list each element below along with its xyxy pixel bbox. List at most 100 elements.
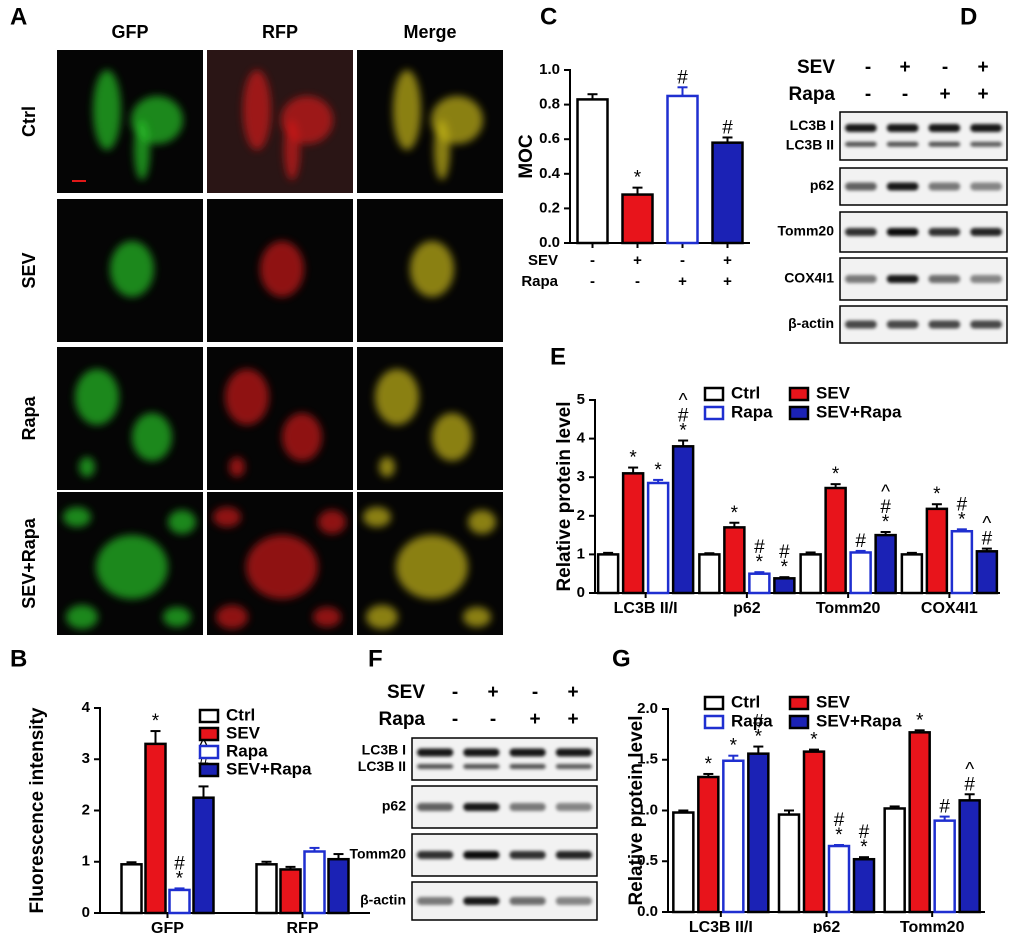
bar: [144, 742, 167, 915]
band: [555, 897, 592, 905]
significance-mark: *: [835, 825, 843, 846]
channel-label: Merge: [403, 22, 456, 42]
cells: [110, 241, 154, 297]
blot-label: LC3B I: [790, 117, 834, 133]
legend-swatch: [788, 405, 810, 421]
bar: [883, 807, 906, 914]
cells: [93, 70, 183, 180]
condition-sign: +: [529, 709, 540, 730]
significance-mark: *: [654, 460, 662, 481]
y-tick-label: 0.4: [539, 165, 561, 182]
bar: [192, 796, 215, 915]
band: [970, 275, 1002, 283]
significance-mark: *: [832, 464, 840, 485]
bar: [672, 811, 695, 914]
x-row-sign: +: [678, 273, 687, 290]
condition-label: Ctrl: [19, 106, 39, 137]
band: [417, 748, 454, 757]
band: [970, 320, 1002, 329]
significance-mark: *: [176, 868, 184, 889]
bar: [900, 553, 924, 595]
blot-label: LC3B II: [786, 136, 834, 152]
blot-label: Tomm20: [777, 223, 834, 239]
legend-label: SEV: [816, 692, 851, 711]
cell: [284, 120, 300, 180]
x-row-sign: +: [723, 252, 732, 269]
condition-sign: +: [487, 682, 498, 703]
legend-label: Ctrl: [226, 705, 255, 724]
band: [928, 141, 961, 147]
band: [555, 851, 592, 859]
band: [886, 275, 919, 283]
significance-mark: *: [152, 711, 160, 732]
legend-swatch: [703, 405, 725, 421]
micrograph: [57, 347, 203, 490]
blot-label: Tomm20: [349, 846, 406, 862]
band: [886, 320, 919, 329]
significance-mark: #: [855, 531, 866, 552]
band: [845, 141, 877, 147]
bar: [697, 775, 720, 914]
condition-sign: +: [567, 682, 578, 703]
significance-mark: *: [679, 421, 687, 442]
bar: [671, 445, 695, 595]
significance-mark: *: [634, 168, 642, 189]
cells: [393, 70, 483, 180]
band: [463, 764, 500, 770]
cell: [393, 70, 421, 150]
cell: [318, 510, 346, 534]
significance-mark: #: [939, 797, 950, 818]
significance-mark: *: [629, 448, 637, 469]
legend-swatch: [788, 386, 810, 402]
cell: [410, 241, 454, 297]
significance-mark: #: [957, 494, 968, 515]
blot-frame: [411, 737, 598, 781]
bar: [933, 819, 956, 914]
band: [509, 764, 546, 770]
band: [417, 897, 454, 905]
cell: [313, 607, 341, 627]
significance-mark: ^: [881, 482, 890, 503]
cell: [366, 605, 398, 629]
significance-mark: #: [753, 712, 764, 733]
cell: [110, 241, 154, 297]
significance-mark: #: [964, 774, 975, 795]
bar: [777, 813, 801, 914]
x-row-sign: -: [680, 252, 685, 269]
band: [970, 182, 1002, 191]
x-row-sign: -: [590, 252, 595, 269]
significance-mark: *: [958, 509, 966, 530]
y-tick-label: 0.6: [539, 130, 560, 147]
band: [886, 124, 919, 132]
band: [463, 851, 500, 859]
band: [509, 851, 546, 859]
band: [417, 803, 454, 811]
bar: [255, 863, 278, 915]
condition-sign: -: [452, 709, 458, 730]
channel-label: RFP: [262, 22, 298, 42]
bands: [417, 803, 592, 811]
cell: [468, 510, 496, 534]
band: [509, 897, 546, 905]
x-row-sign: -: [635, 273, 640, 290]
band: [845, 275, 877, 283]
y-axis-label: Fluorescence intensity: [27, 707, 48, 913]
bar: [958, 799, 981, 914]
x-tick-label: LC3B II/I: [689, 919, 753, 933]
cell: [243, 70, 271, 150]
cells: [410, 241, 454, 297]
condition-sign: -: [865, 84, 871, 105]
bar: [621, 472, 645, 595]
bar: [279, 868, 302, 915]
blot-frame: [839, 111, 1008, 161]
bar: [646, 481, 670, 595]
x-row-sign: +: [633, 252, 642, 269]
x-tick-label: Tomm20: [900, 919, 965, 933]
blot-label: p62: [810, 177, 834, 193]
condition-label: SEV: [19, 252, 39, 288]
significance-mark: ^: [965, 759, 974, 780]
y-tick-label: 4: [577, 430, 586, 447]
y-tick-label: 0.5: [637, 852, 658, 869]
cell: [396, 535, 468, 599]
